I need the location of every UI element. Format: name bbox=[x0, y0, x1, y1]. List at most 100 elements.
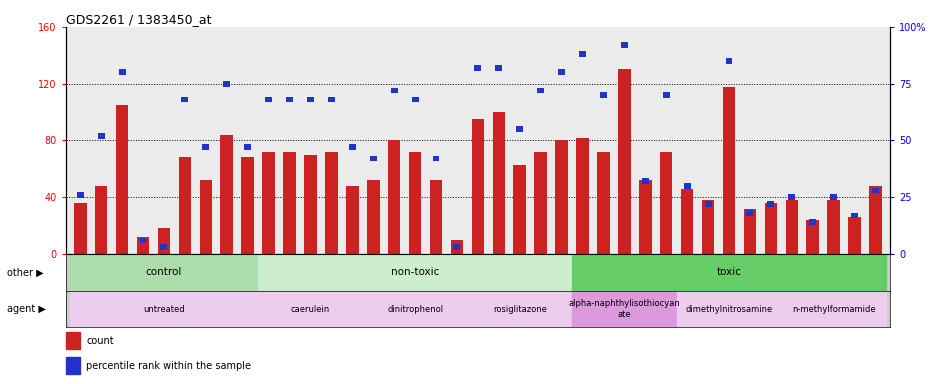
Bar bbox=[638, 180, 651, 254]
Bar bbox=[345, 186, 358, 254]
Bar bbox=[69, 254, 257, 291]
Text: non-toxic: non-toxic bbox=[390, 267, 439, 277]
Bar bbox=[432, 156, 439, 161]
Bar bbox=[596, 152, 609, 254]
Bar bbox=[787, 194, 795, 200]
Bar bbox=[743, 209, 755, 254]
Bar bbox=[492, 112, 505, 254]
Bar bbox=[119, 70, 125, 75]
Bar bbox=[826, 200, 839, 254]
Bar bbox=[764, 203, 776, 254]
Text: agent ▶: agent ▶ bbox=[7, 304, 46, 314]
Bar bbox=[806, 220, 818, 254]
Bar bbox=[97, 133, 105, 139]
Bar bbox=[513, 165, 525, 254]
Bar bbox=[66, 332, 80, 349]
Text: dimethylnitrosamine: dimethylnitrosamine bbox=[684, 305, 772, 314]
Bar bbox=[809, 219, 815, 225]
Text: rosiglitazone: rosiglitazone bbox=[492, 305, 546, 314]
Bar bbox=[701, 200, 713, 254]
Bar bbox=[572, 254, 885, 291]
Bar bbox=[66, 357, 80, 374]
Bar bbox=[179, 157, 191, 254]
Bar bbox=[641, 179, 648, 184]
Bar bbox=[257, 291, 362, 328]
Bar bbox=[453, 244, 460, 250]
Bar bbox=[390, 88, 397, 93]
Text: toxic: toxic bbox=[716, 267, 740, 277]
Text: percentile rank within the sample: percentile rank within the sample bbox=[86, 361, 251, 371]
Bar bbox=[388, 141, 400, 254]
Text: count: count bbox=[86, 336, 113, 346]
Bar bbox=[223, 81, 230, 86]
Bar bbox=[618, 70, 630, 254]
Bar bbox=[704, 201, 710, 207]
Bar bbox=[676, 291, 781, 328]
Bar bbox=[683, 183, 690, 189]
Bar bbox=[348, 144, 356, 150]
Text: n-methylformamide: n-methylformamide bbox=[791, 305, 874, 314]
Text: other ▶: other ▶ bbox=[7, 267, 44, 277]
Text: caerulein: caerulein bbox=[290, 305, 329, 314]
Bar bbox=[724, 58, 732, 64]
Bar bbox=[722, 86, 735, 254]
Bar bbox=[265, 97, 271, 103]
Bar bbox=[621, 42, 627, 48]
Bar bbox=[467, 291, 572, 328]
Bar bbox=[495, 65, 502, 71]
Bar bbox=[285, 97, 293, 103]
Bar bbox=[283, 152, 296, 254]
Bar bbox=[244, 144, 251, 150]
Bar bbox=[659, 152, 672, 254]
Bar bbox=[328, 97, 334, 103]
Bar bbox=[325, 152, 337, 254]
Bar bbox=[160, 244, 168, 250]
Bar bbox=[572, 291, 676, 328]
Bar bbox=[474, 65, 481, 71]
Bar bbox=[182, 97, 188, 103]
Bar bbox=[578, 51, 585, 57]
Bar bbox=[74, 203, 86, 254]
Bar bbox=[116, 105, 128, 254]
Bar bbox=[307, 97, 314, 103]
Bar bbox=[430, 180, 442, 254]
Bar bbox=[471, 119, 484, 254]
Bar bbox=[576, 137, 588, 254]
Bar bbox=[516, 126, 522, 132]
Bar bbox=[850, 213, 857, 218]
Bar bbox=[555, 141, 567, 254]
Bar bbox=[450, 240, 462, 254]
Bar bbox=[536, 88, 544, 93]
Bar bbox=[95, 186, 108, 254]
Bar bbox=[257, 254, 572, 291]
Bar bbox=[767, 201, 773, 207]
Bar bbox=[220, 135, 233, 254]
Bar bbox=[781, 291, 885, 328]
Bar bbox=[869, 186, 881, 254]
Bar bbox=[139, 238, 146, 243]
Bar bbox=[199, 180, 212, 254]
Bar bbox=[871, 187, 878, 193]
Bar bbox=[137, 237, 149, 254]
Bar bbox=[599, 92, 607, 98]
Bar bbox=[534, 152, 547, 254]
Bar bbox=[411, 97, 418, 103]
Text: GDS2261 / 1383450_at: GDS2261 / 1383450_at bbox=[66, 13, 211, 26]
Bar bbox=[262, 152, 274, 254]
Bar bbox=[157, 228, 170, 254]
Bar bbox=[370, 156, 376, 161]
Bar bbox=[746, 210, 753, 216]
Bar bbox=[847, 217, 860, 254]
Bar bbox=[304, 155, 316, 254]
Bar bbox=[69, 291, 257, 328]
Bar bbox=[408, 152, 421, 254]
Text: alpha-naphthylisothiocyan
ate: alpha-naphthylisothiocyan ate bbox=[568, 300, 680, 319]
Bar bbox=[367, 180, 379, 254]
Bar bbox=[362, 291, 467, 328]
Text: control: control bbox=[146, 267, 182, 277]
Bar bbox=[202, 144, 209, 150]
Bar bbox=[680, 189, 693, 254]
Bar bbox=[784, 200, 797, 254]
Bar bbox=[662, 92, 669, 98]
Bar bbox=[77, 192, 83, 198]
